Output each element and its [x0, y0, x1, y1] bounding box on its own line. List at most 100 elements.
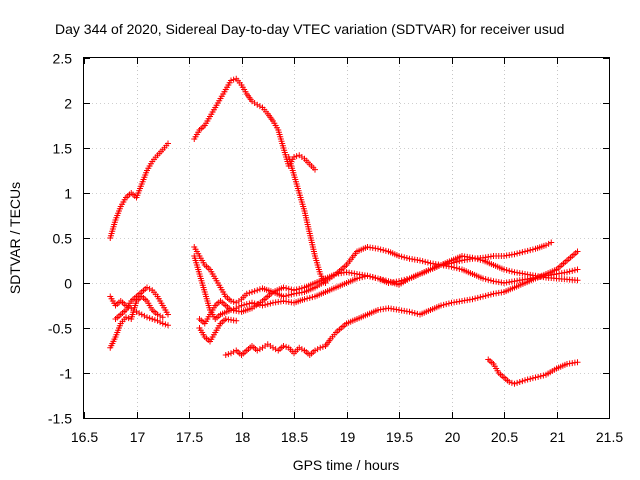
- x-tick-label: 20.5: [491, 429, 518, 445]
- data-point: [487, 291, 494, 298]
- data-point: [314, 346, 321, 353]
- data-point: [154, 311, 161, 318]
- series-arc-1: [107, 140, 171, 241]
- data-marks: [107, 75, 581, 387]
- data-point: [527, 247, 534, 254]
- data-point: [230, 298, 237, 305]
- data-point: [529, 246, 536, 253]
- data-point: [401, 254, 408, 261]
- data-point: [398, 253, 405, 260]
- data-point: [527, 375, 534, 382]
- data-point: [298, 346, 305, 353]
- data-point: [537, 373, 544, 380]
- data-point: [540, 372, 547, 379]
- data-point: [317, 344, 324, 351]
- data-point: [485, 276, 492, 283]
- data-point: [243, 290, 250, 297]
- data-point: [249, 299, 255, 306]
- data-point: [246, 289, 253, 296]
- data-point: [254, 347, 261, 354]
- data-point: [372, 274, 379, 281]
- data-point: [569, 267, 576, 274]
- data-point: [514, 379, 521, 386]
- data-point: [280, 284, 287, 291]
- series-arc-9: [191, 253, 581, 322]
- y-tick-label: 0: [64, 276, 72, 292]
- data-point: [293, 153, 300, 160]
- data-point: [574, 277, 581, 284]
- data-point: [472, 295, 479, 302]
- data-point: [564, 269, 570, 276]
- series-arc-10: [196, 316, 240, 345]
- data-point: [424, 259, 431, 266]
- y-tick-label: 2: [64, 96, 72, 112]
- data-point: [445, 300, 452, 307]
- data-point: [474, 256, 481, 263]
- x-tick-label: 21.5: [596, 429, 623, 445]
- data-point: [280, 343, 287, 349]
- data-point: [319, 343, 326, 350]
- data-point: [453, 258, 460, 265]
- data-point: [545, 240, 552, 247]
- data-point: [146, 315, 153, 322]
- data-point: [296, 344, 303, 351]
- data-point: [144, 284, 150, 291]
- chart-title: Day 344 of 2020, Sidereal Day-to-day VTE…: [55, 21, 564, 37]
- data-point: [482, 276, 489, 283]
- data-point: [123, 314, 129, 321]
- data-point: [159, 320, 166, 327]
- data-point: [225, 351, 232, 358]
- y-tick-label: 1: [64, 186, 72, 202]
- data-point: [256, 346, 263, 353]
- x-tick-label: 17.5: [176, 429, 203, 445]
- data-point: [532, 374, 539, 381]
- data-point: [522, 377, 528, 384]
- x-axis-label: GPS time / hours: [293, 457, 400, 473]
- data-point: [485, 292, 492, 299]
- data-point: [401, 276, 408, 283]
- series-arc-12: [485, 356, 581, 387]
- data-point: [508, 268, 515, 275]
- data-point: [574, 359, 581, 366]
- data-point: [157, 312, 164, 319]
- data-point: [382, 247, 389, 254]
- data-point: [267, 300, 274, 307]
- data-point: [301, 296, 308, 303]
- data-point: [283, 343, 290, 350]
- data-point: [162, 321, 169, 328]
- data-point: [403, 276, 410, 283]
- data-point: [154, 317, 161, 324]
- data-point: [262, 301, 269, 308]
- data-point: [469, 296, 476, 303]
- data-point: [529, 375, 536, 382]
- data-point: [411, 310, 418, 317]
- data-point: [571, 267, 578, 274]
- data-point: [503, 267, 510, 274]
- x-tick-label: 19: [340, 429, 356, 445]
- data-point: [377, 246, 384, 253]
- data-point: [251, 288, 258, 295]
- x-tick-label: 18: [235, 429, 251, 445]
- data-point: [254, 101, 261, 108]
- y-tick-label: 2.5: [53, 51, 73, 67]
- data-point: [396, 253, 402, 259]
- data-point: [241, 301, 248, 308]
- data-point: [141, 312, 148, 319]
- data-point: [256, 103, 263, 110]
- data-point: [364, 272, 371, 279]
- data-point: [522, 248, 528, 255]
- series-arc-11: [222, 248, 581, 358]
- data-point: [566, 268, 573, 275]
- series-arc-3: [285, 154, 329, 286]
- y-axis: -1.5 -1 -0.5 0 0.5 1 1.5 2 2.5: [48, 51, 609, 427]
- data-point: [298, 285, 305, 292]
- data-point: [574, 248, 581, 255]
- data-point: [157, 319, 164, 326]
- data-point: [511, 380, 518, 387]
- x-tick-label: 21: [550, 429, 566, 445]
- data-point: [367, 273, 374, 280]
- y-tick-label: -1: [60, 366, 73, 382]
- data-point: [443, 301, 450, 308]
- data-point: [291, 154, 297, 160]
- x-tick-label: 16.5: [71, 429, 98, 445]
